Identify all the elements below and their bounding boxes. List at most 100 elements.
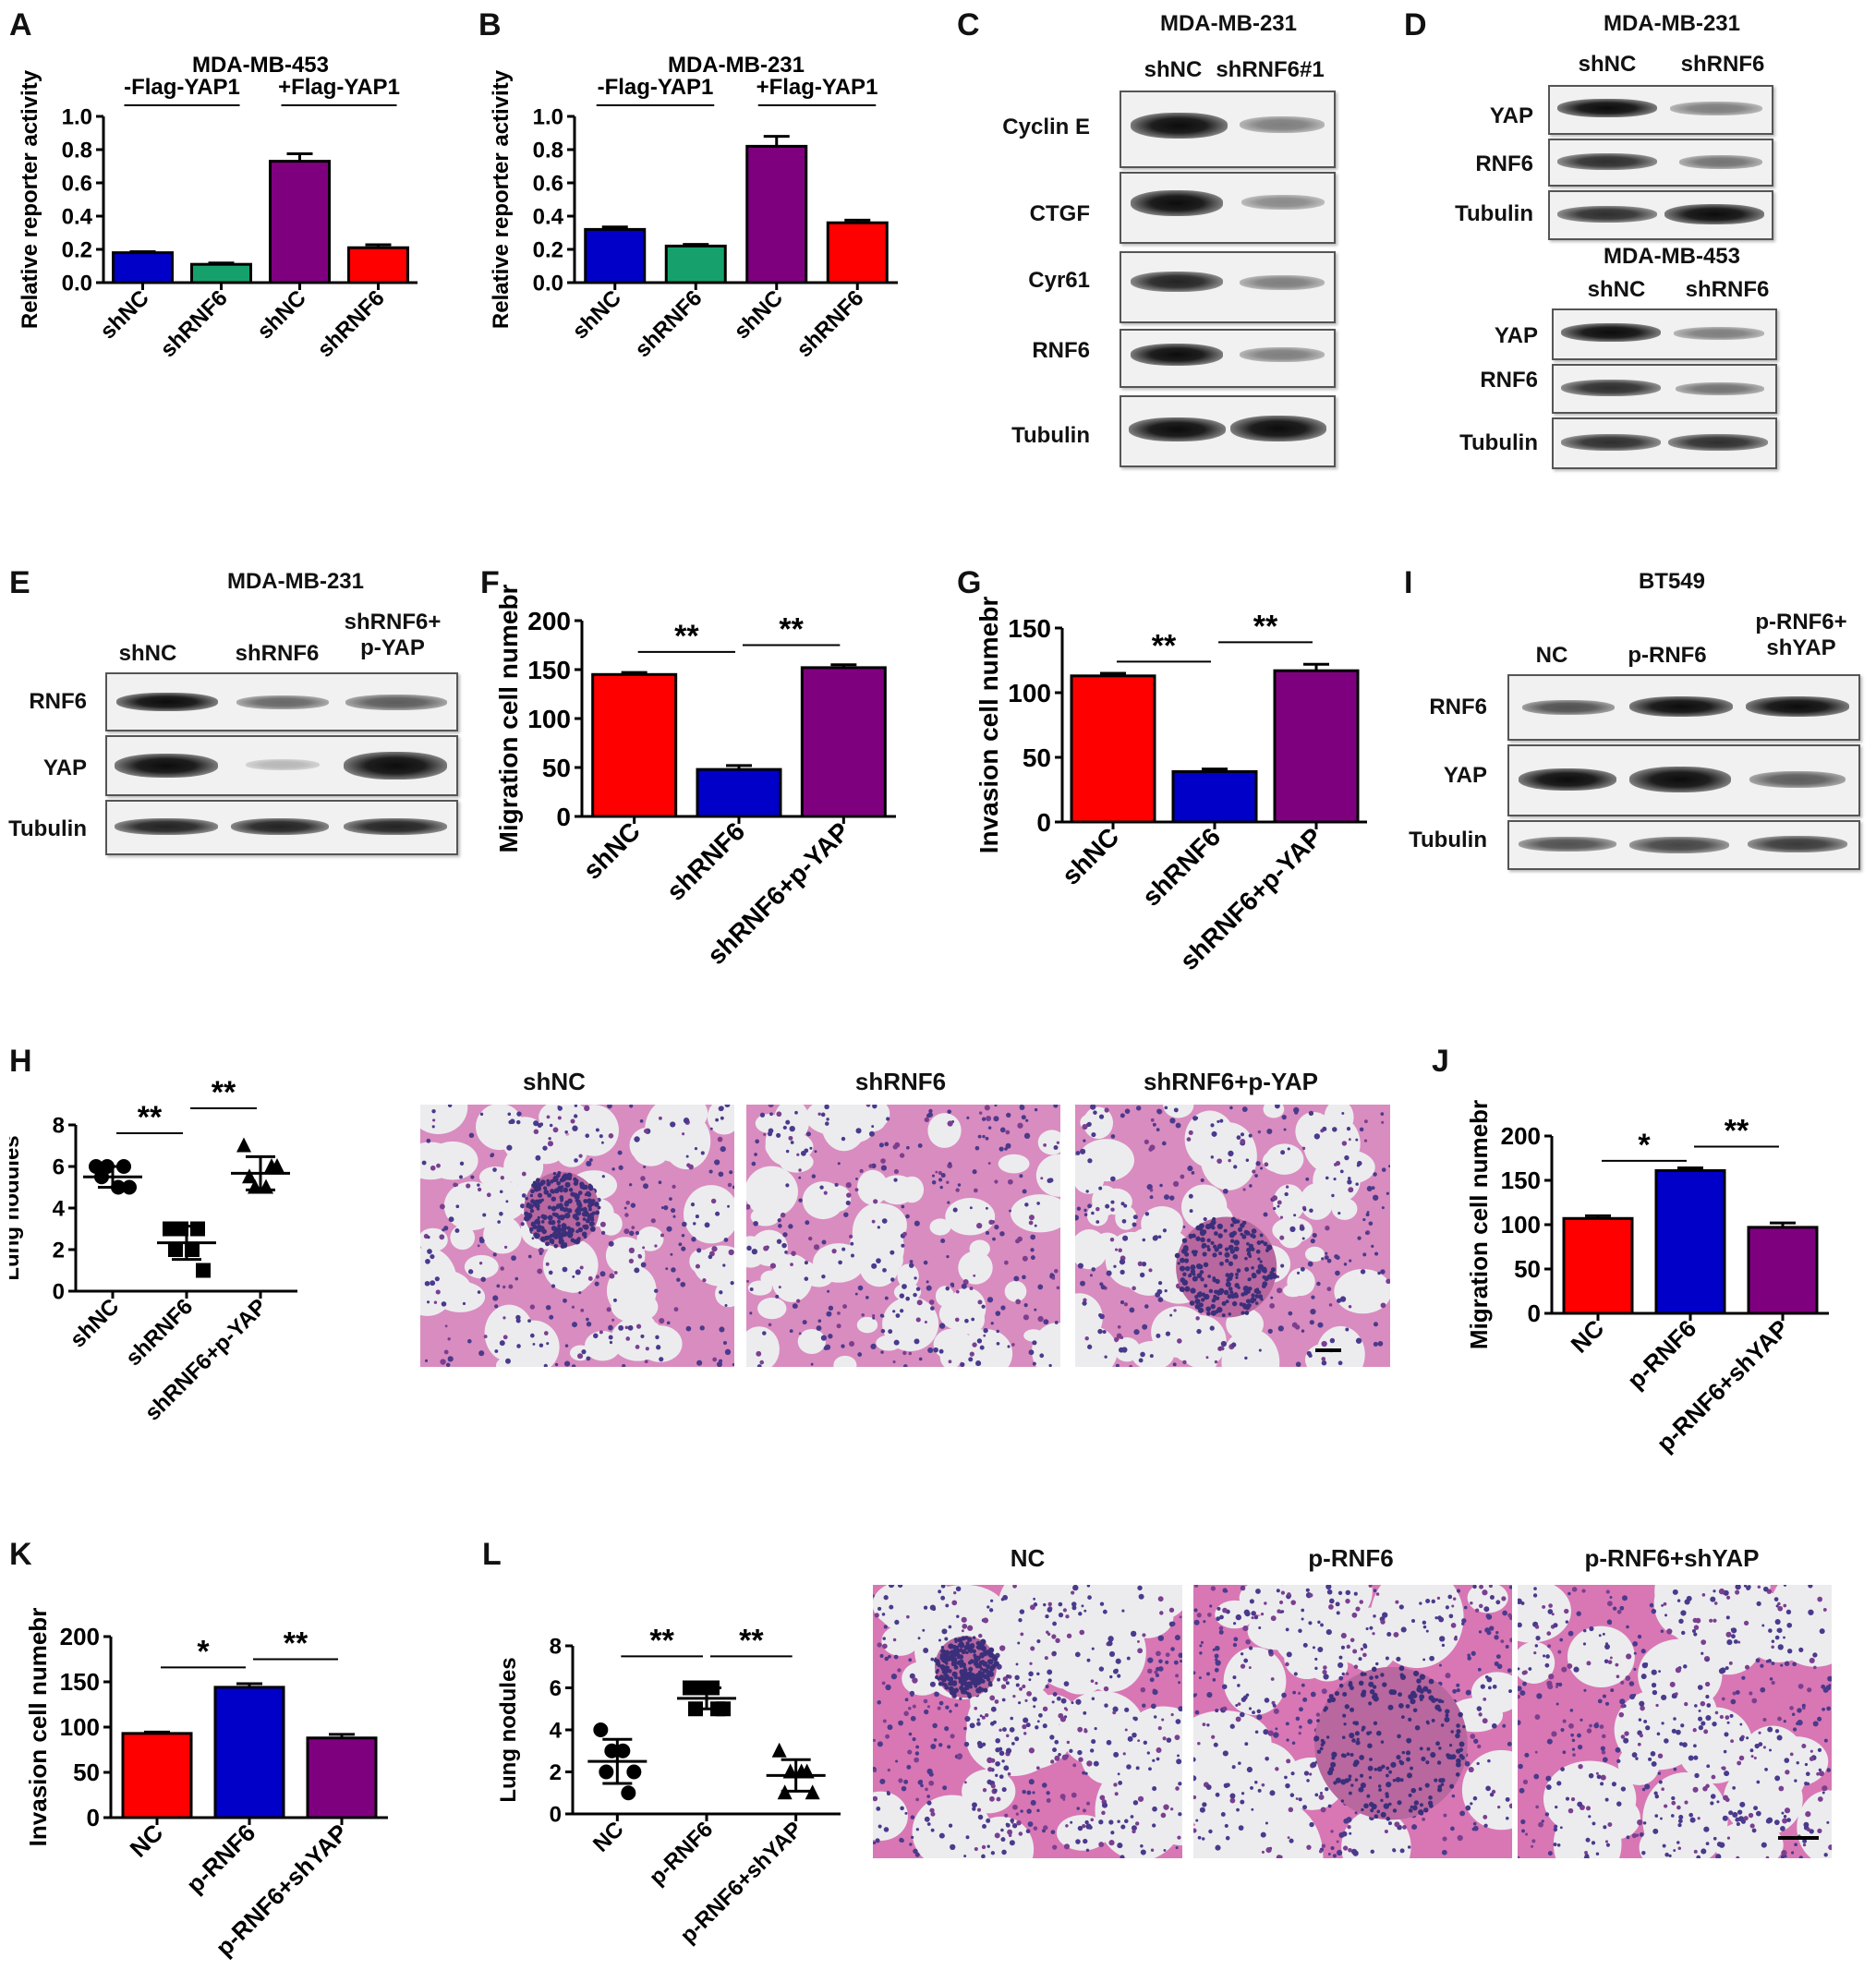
nucleus	[1188, 1193, 1193, 1199]
nodule-nucleus	[1206, 1245, 1210, 1249]
nodule-nucleus	[1265, 1248, 1269, 1252]
nodule-nucleus	[944, 1685, 950, 1690]
nucleus	[912, 1677, 918, 1684]
nucleus	[1705, 1695, 1710, 1699]
blot-band	[1519, 837, 1616, 852]
x-tick-label: shNC	[1057, 822, 1125, 890]
chart-title: MDA-MB-231	[668, 55, 805, 78]
nodule-nucleus	[1214, 1248, 1218, 1252]
nodule-nucleus	[556, 1180, 562, 1186]
nucleus	[1054, 1320, 1059, 1324]
nucleus	[1294, 1110, 1299, 1115]
nucleus	[1348, 1847, 1352, 1853]
nodule-nucleus	[1235, 1275, 1239, 1279]
nucleus	[1285, 1627, 1289, 1632]
nodule-nucleus	[1210, 1240, 1215, 1245]
nucleus	[629, 1105, 634, 1108]
nodule-nucleus	[1216, 1223, 1223, 1230]
nucleus	[431, 1125, 435, 1129]
nucleus	[1579, 1718, 1583, 1722]
nucleus	[859, 1168, 864, 1174]
nucleus	[1093, 1760, 1099, 1767]
nucleus	[945, 1603, 950, 1608]
nucleus	[1774, 1635, 1780, 1640]
nucleus	[1474, 1608, 1480, 1613]
data-point	[615, 1743, 631, 1758]
nucleus	[1823, 1738, 1828, 1743]
nucleus	[1442, 1836, 1447, 1842]
nucleus	[915, 1828, 919, 1831]
nucleus	[1288, 1807, 1294, 1813]
nucleus	[1098, 1842, 1105, 1848]
nucleus	[1825, 1685, 1832, 1691]
nucleus	[1505, 1796, 1510, 1802]
nucleus	[1072, 1763, 1077, 1768]
nucleus	[922, 1628, 926, 1632]
nucleus	[1052, 1621, 1057, 1626]
nucleus	[666, 1226, 672, 1232]
nodule-nucleus	[576, 1193, 580, 1198]
nucleus	[702, 1278, 707, 1283]
nodule-nucleus	[1331, 1756, 1336, 1760]
nucleus	[1277, 1287, 1283, 1294]
nucleus	[1112, 1706, 1119, 1712]
nucleus	[618, 1324, 624, 1331]
nucleus	[1696, 1855, 1701, 1858]
nucleus	[1732, 1786, 1736, 1790]
nucleus	[520, 1222, 525, 1227]
y-tick-label: 200	[527, 607, 571, 635]
nucleus	[1086, 1121, 1092, 1127]
nucleus	[1265, 1847, 1272, 1854]
nucleus	[1210, 1155, 1215, 1159]
nodule-nucleus	[1204, 1295, 1210, 1299]
nucleus	[430, 1253, 435, 1260]
nucleus	[1673, 1717, 1676, 1721]
alveolus	[420, 1227, 448, 1252]
blot-c-row	[1120, 329, 1336, 388]
nodule-nucleus	[1215, 1278, 1220, 1285]
blot-c-title: MDA-MB-231	[1159, 11, 1297, 36]
nucleus	[1695, 1617, 1701, 1624]
nucleus	[1260, 1613, 1265, 1616]
nucleus	[1546, 1738, 1553, 1745]
nucleus	[500, 1176, 504, 1180]
nucleus	[1562, 1750, 1567, 1755]
nucleus	[1212, 1678, 1216, 1682]
nucleus	[1806, 1782, 1810, 1786]
nucleus	[981, 1742, 986, 1746]
panel-label-f: F	[480, 565, 500, 600]
nucleus	[1197, 1741, 1201, 1746]
blot-e-col-1: shRNF6	[235, 641, 320, 666]
nodule-nucleus	[1426, 1721, 1430, 1725]
nodule-nucleus	[1185, 1247, 1189, 1251]
nodule-nucleus	[1244, 1287, 1250, 1292]
nodule-nucleus	[1211, 1226, 1216, 1230]
nucleus	[1703, 1729, 1709, 1734]
nucleus	[888, 1585, 895, 1589]
nucleus	[788, 1135, 793, 1141]
nucleus	[1038, 1712, 1043, 1718]
nucleus	[724, 1105, 731, 1108]
y-tick-label: 200	[1501, 1122, 1541, 1150]
nucleus	[1567, 1662, 1573, 1669]
nodule-nucleus	[1228, 1231, 1235, 1239]
nucleus	[927, 1347, 934, 1354]
nucleus	[1536, 1693, 1543, 1699]
nucleus	[1232, 1675, 1237, 1680]
nucleus	[1113, 1751, 1120, 1758]
nucleus	[984, 1105, 990, 1111]
nodule-nucleus	[1212, 1252, 1217, 1258]
nucleus	[1733, 1639, 1738, 1644]
nucleus	[1211, 1734, 1216, 1739]
nucleus	[594, 1281, 599, 1287]
nodule-nucleus	[1206, 1247, 1211, 1252]
nucleus	[1573, 1666, 1579, 1673]
nucleus	[480, 1276, 486, 1282]
nucleus	[1313, 1133, 1321, 1140]
nucleus	[938, 1170, 942, 1176]
y-tick-label: 50	[1514, 1255, 1541, 1283]
alveolus	[765, 1131, 814, 1163]
nucleus	[1107, 1636, 1114, 1642]
nucleus	[931, 1606, 937, 1612]
nucleus	[1741, 1675, 1746, 1680]
